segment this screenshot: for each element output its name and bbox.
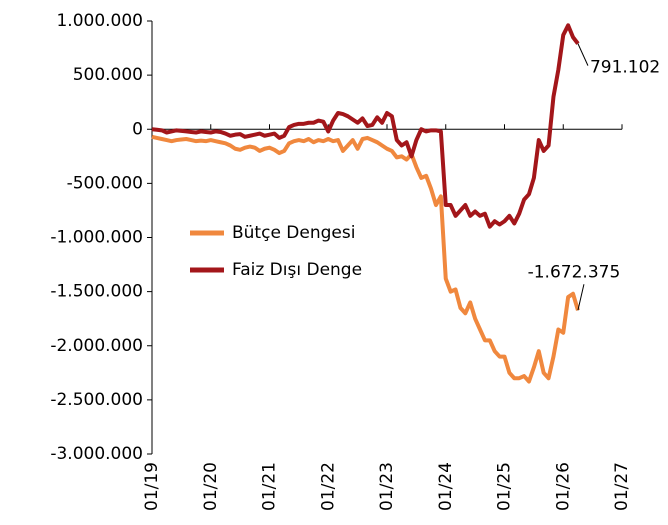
x-tick-label: 01/22 <box>318 462 338 511</box>
y-tick-label: -1.500.000 <box>50 282 143 302</box>
series-line <box>151 134 580 384</box>
series-line <box>151 23 580 229</box>
legend-label: Faiz Dışı Denge <box>232 260 362 280</box>
y-tick-label: -3.000.000 <box>50 444 143 464</box>
y-tick-label: 0 <box>132 119 143 139</box>
y-tick-label: -2.000.000 <box>50 336 143 356</box>
x-tick-label: 01/24 <box>436 462 456 511</box>
y-tick-label: 1.000.000 <box>56 11 143 31</box>
annotation: 791.102 <box>590 58 660 78</box>
x-tick-label: 01/27 <box>612 462 632 511</box>
x-tick-label: 01/21 <box>260 462 280 511</box>
x-tick-label: 01/23 <box>377 462 397 511</box>
x-tick-label: 01/20 <box>201 462 221 511</box>
x-tick-label: 01/25 <box>495 462 515 511</box>
legend-label: Bütçe Dengesi <box>232 223 355 243</box>
y-tick-label: 500.000 <box>73 65 143 85</box>
legend: Bütçe Dengesi Faiz Dışı Denge <box>190 223 362 280</box>
annotation-leader <box>577 43 589 66</box>
x-tick-label: 01/26 <box>553 462 573 511</box>
x-tick-label: 01/19 <box>142 462 162 511</box>
y-tick-label: -1.000.000 <box>50 228 143 248</box>
y-tick-label: -2.500.000 <box>50 390 143 410</box>
y-tick-label: -500.000 <box>67 173 143 193</box>
annotation-leader <box>577 284 585 311</box>
annotation: -1.672.375 <box>528 262 621 282</box>
